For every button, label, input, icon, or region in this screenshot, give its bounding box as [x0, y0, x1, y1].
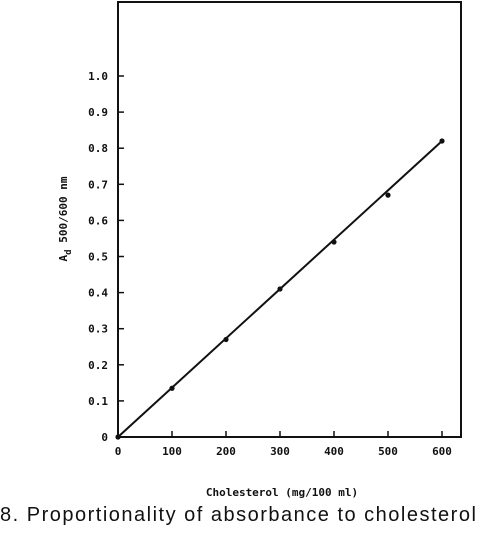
data-point — [385, 192, 391, 198]
y-tick-label: 0.4 — [88, 287, 108, 300]
y-tick-label: 0 — [101, 431, 108, 444]
plot-frame-group — [117, 1, 462, 438]
data-point — [277, 286, 283, 292]
plot-frame — [117, 1, 462, 438]
y-tick-label: 0.8 — [88, 142, 108, 155]
y-axis-label: Ad 500/600 nm — [57, 176, 74, 261]
x-axis-label: Cholesterol (mg/100 ml) — [206, 486, 358, 499]
data-point — [169, 385, 175, 391]
x-axis-ticks: 0 100 200 300 400 500 600 — [115, 431, 452, 458]
y-tick-label: 0.6 — [88, 214, 108, 227]
x-tick-label: 300 — [270, 445, 290, 458]
data-point — [331, 239, 337, 245]
data-points-group — [115, 138, 445, 440]
x-tick-label: 500 — [378, 445, 398, 458]
x-tick-label: 0 — [115, 445, 122, 458]
y-tick-label: 0.5 — [88, 251, 108, 264]
figure-caption: 8. Proportionality of absorbance to chol… — [0, 504, 478, 526]
x-tick-label: 200 — [216, 445, 236, 458]
data-point — [223, 336, 229, 343]
y-axis-ticks: 0 0.1 0.2 0.3 0.4 0.5 0.6 0.7 0.8 0.9 1.0 — [88, 70, 124, 444]
data-point — [439, 138, 445, 144]
x-tick-label: 100 — [162, 445, 182, 458]
y-axis-label-subscript: d — [64, 249, 74, 254]
x-tick-label: 600 — [432, 445, 452, 458]
y-tick-label: 0.2 — [88, 359, 108, 372]
y-tick-label: 0.1 — [88, 395, 108, 408]
y-axis-label-main: A — [57, 254, 70, 261]
data-point — [115, 434, 121, 440]
y-axis-label-rest: 500/600 nm — [57, 176, 70, 249]
y-tick-label: 0.3 — [88, 323, 108, 336]
x-tick-label: 400 — [324, 445, 344, 458]
y-tick-label: 1.0 — [88, 70, 108, 83]
y-tick-label: 0.7 — [88, 178, 108, 191]
y-tick-label: 0.9 — [88, 106, 108, 119]
